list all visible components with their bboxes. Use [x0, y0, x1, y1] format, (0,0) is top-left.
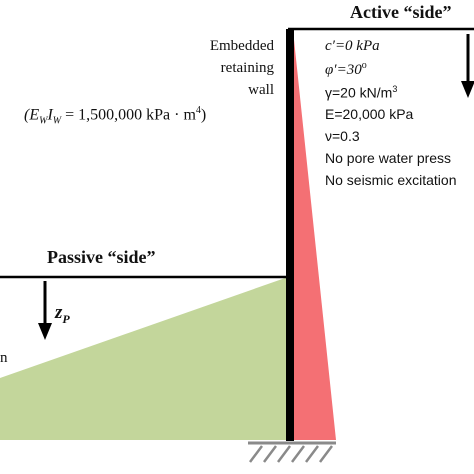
stiffness-i: I	[47, 106, 53, 124]
stiffness-exp: 4	[195, 105, 201, 116]
stiffness-close: )	[200, 106, 207, 124]
zp-z: z	[55, 302, 63, 323]
gamma-text: γ=20 kN/m	[325, 84, 393, 101]
retaining-wall	[286, 29, 294, 441]
zp-depth-arrow	[38, 281, 52, 340]
stiffness-lhs: (E	[24, 106, 40, 124]
param-phi-prime: φ′=30o	[325, 60, 367, 79]
gamma-exp: 3	[392, 84, 398, 94]
param-seismic: No seismic excitation	[325, 172, 457, 188]
active-pressure-wedge	[293, 30, 336, 440]
left-cut-text: n	[0, 350, 8, 366]
stiffness-sub-w2: W	[52, 115, 62, 127]
param-c-prime: c′=0 kPa	[325, 38, 380, 54]
zp-sub: P	[62, 311, 70, 326]
param-gamma: γ=20 kN/m3	[325, 84, 397, 101]
za-depth-arrow	[461, 34, 474, 98]
param-e: E=20,000 kPa	[325, 106, 414, 122]
phi-prime-unit: o	[361, 60, 367, 71]
param-nu: ν=0.3	[325, 128, 360, 144]
wall-label-line2: retaining	[220, 60, 274, 76]
active-side-label: Active “side”	[350, 2, 452, 22]
base-support-hatch	[249, 445, 333, 463]
wall-stiffness-label: (EWIW = 1,500,000 kPa · m4)	[24, 105, 206, 127]
passive-side-label: Passive “side”	[47, 247, 156, 267]
zp-label: zP	[55, 302, 70, 327]
stiffness-rhs: = 1,500,000 kPa · m	[61, 106, 196, 124]
wall-label-line3: wall	[248, 82, 274, 98]
wall-label-line1: Embedded	[209, 38, 274, 54]
stiffness-sub-w1: W	[39, 115, 48, 127]
phi-prime-text: φ′=30	[325, 62, 362, 78]
passive-pressure-triangle	[0, 277, 288, 440]
param-pore-water: No pore water press	[325, 150, 452, 166]
